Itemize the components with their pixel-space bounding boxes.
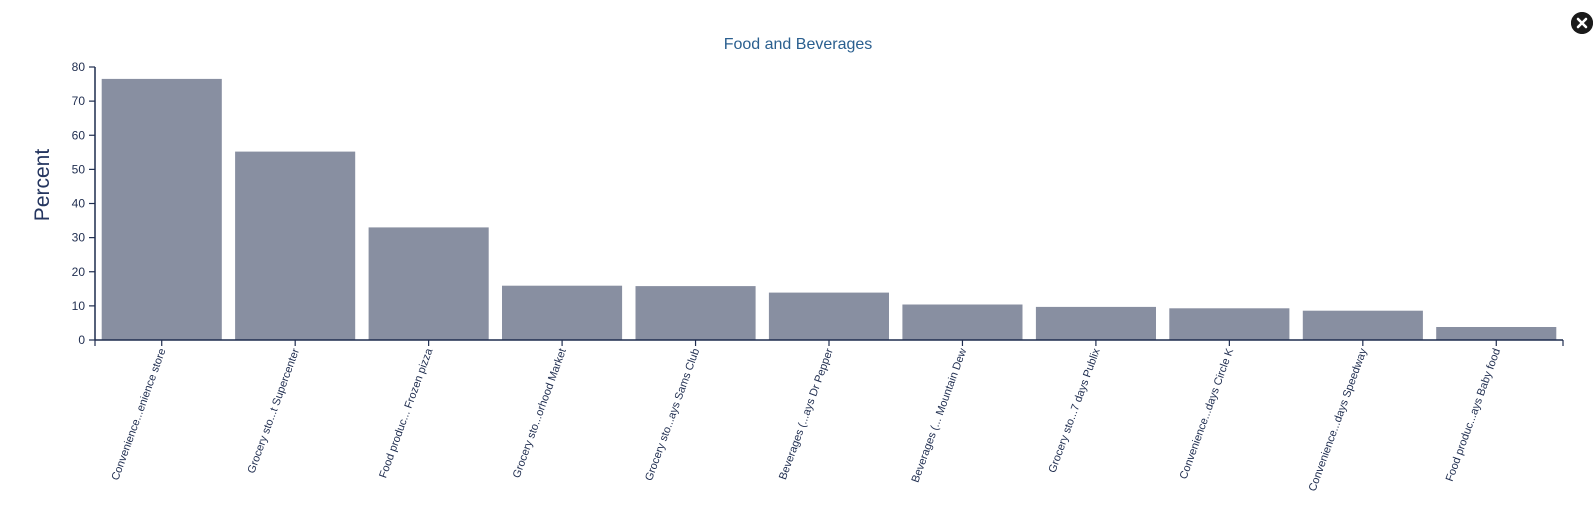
close-icon [1571, 12, 1593, 34]
bar-3[interactable] [368, 227, 489, 340]
y-tick-label: 40 [72, 197, 86, 211]
x-tick-label: Convenience...enience store [110, 347, 169, 482]
y-tick-label: 10 [72, 299, 86, 313]
y-tick-label: 70 [72, 94, 86, 108]
bar-9[interactable] [1169, 308, 1290, 340]
x-tick-label: Grocery sto...orhood Market [511, 347, 569, 480]
bar-1[interactable] [101, 78, 222, 341]
x-axis: Convenience...enience store Grocery sto..… [94, 339, 1564, 493]
bar-10[interactable] [1302, 310, 1423, 340]
chart-title: Food and Beverages [724, 36, 873, 53]
close-button[interactable] [1571, 12, 1593, 34]
x-tick-label: Beverages (... Mountain Dew [910, 347, 970, 484]
bars-group [101, 78, 1557, 341]
bar-2[interactable] [235, 151, 356, 340]
y-tick-label: 30 [72, 231, 86, 245]
y-tick-label: 0 [78, 333, 85, 347]
bar-11[interactable] [1436, 327, 1557, 340]
bar-4[interactable] [502, 285, 623, 340]
y-tick-label: 60 [72, 128, 86, 142]
bar-5[interactable] [635, 286, 756, 340]
y-axis: 0 10 20 30 40 50 60 70 80 [72, 60, 96, 347]
x-tick-label: Food produc...ays Baby food [1444, 347, 1503, 483]
x-tick-label: Grocery sto...ays Sams Club [643, 347, 702, 483]
x-tick-label: Convenience...days Circle K [1178, 346, 1237, 481]
bar-6[interactable] [768, 292, 889, 340]
y-tick-label: 80 [72, 60, 86, 74]
y-tick-label: 20 [72, 265, 86, 279]
x-tick-label: Grocery sto...7 days Publix [1046, 346, 1102, 474]
y-axis-label: Percent [31, 149, 54, 222]
x-tick-label: Convenience...days Speedway [1307, 346, 1370, 493]
x-tick-label: Food produc... Frozen pizza [377, 346, 435, 480]
y-tick-label: 50 [72, 162, 86, 176]
x-tick-label: Beverages (...ays Dr Pepper [777, 347, 836, 482]
bar-8[interactable] [1035, 306, 1156, 340]
x-tick-label: Grocery sto...t Supercenter [246, 347, 303, 476]
bar-7[interactable] [902, 304, 1023, 341]
